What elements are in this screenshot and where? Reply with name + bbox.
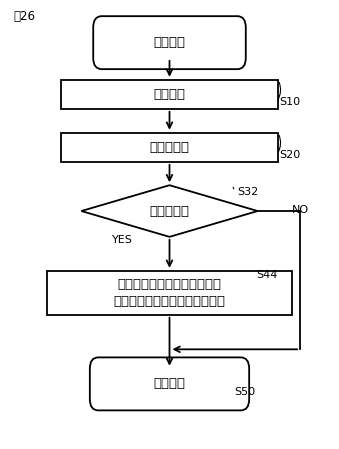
- Text: S44: S44: [256, 270, 277, 280]
- Polygon shape: [81, 185, 258, 237]
- Bar: [47, 271, 292, 315]
- Text: NO: NO: [292, 205, 309, 215]
- Text: スタート: スタート: [154, 36, 185, 49]
- Text: S20: S20: [280, 150, 301, 160]
- FancyBboxPatch shape: [90, 357, 249, 410]
- Text: S10: S10: [280, 97, 301, 107]
- Text: 内輪の負荷域移動を指示する
ための信号を監視サーバへ出力: 内輪の負荷域移動を指示する ための信号を監視サーバへ出力: [114, 278, 225, 308]
- Text: S32: S32: [237, 187, 259, 197]
- Text: リターン: リターン: [154, 378, 185, 390]
- Bar: [61, 80, 278, 109]
- Text: 周波数分析: 周波数分析: [149, 141, 190, 154]
- Text: YES: YES: [112, 235, 133, 245]
- Text: 図26: 図26: [14, 10, 36, 23]
- FancyBboxPatch shape: [93, 16, 246, 69]
- Text: 振動検出: 振動検出: [154, 88, 185, 101]
- Text: S50: S50: [234, 387, 255, 397]
- Bar: [61, 133, 278, 162]
- Text: 内輪異常？: 内輪異常？: [149, 205, 190, 217]
